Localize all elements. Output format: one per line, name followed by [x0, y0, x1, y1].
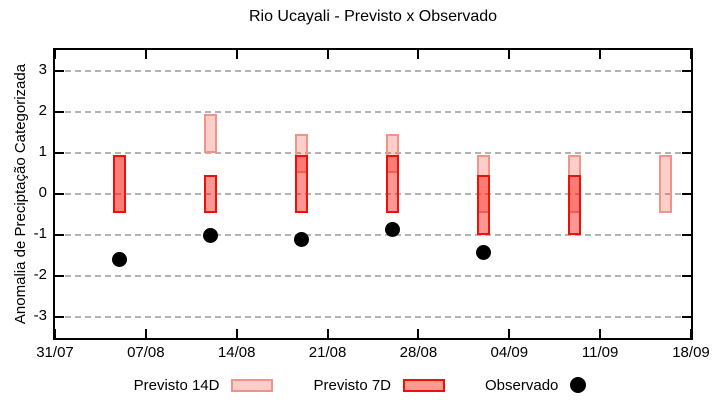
x-tick-label: 21/08	[308, 344, 347, 361]
y-tick-label: -2	[33, 266, 47, 284]
x-tick-mark-bottom	[417, 329, 420, 338]
x-tick-mark-bottom	[54, 329, 56, 338]
x-tick-mark-top	[54, 50, 56, 59]
forecast-7d-bar	[204, 175, 218, 213]
y-tick-mark-left	[55, 234, 64, 237]
y-tick-mark-right	[682, 275, 691, 278]
observed-point	[294, 231, 310, 247]
y-tick-label: 0	[38, 184, 47, 201]
observed-point	[112, 252, 128, 268]
gridline	[55, 193, 691, 195]
observed-point	[475, 245, 491, 261]
forecast-7d-bar	[476, 175, 490, 236]
gridline	[55, 69, 691, 72]
x-tick-label: 28/08	[399, 344, 438, 361]
y-tick-mark-left	[55, 275, 64, 278]
y-tick-label: 1	[38, 142, 47, 160]
y-tick-mark-right	[682, 69, 691, 72]
legend-label-previsto-7d: Previsto 7D	[313, 376, 392, 394]
forecast-7d-bar	[567, 175, 581, 236]
chart-title: Rio Ucayali - Previsto x Observado	[248, 8, 498, 25]
gridline	[55, 151, 691, 154]
y-tick-mark-left	[55, 316, 64, 319]
legend-label-observado: Observado	[485, 376, 559, 394]
forecast-14d-bar	[658, 154, 672, 213]
x-tick-label: 04/09	[490, 344, 529, 361]
y-tick-mark-left	[55, 110, 64, 113]
y-tick-mark-right	[682, 110, 691, 113]
forecast-14d-bar	[295, 134, 309, 174]
gridline	[55, 275, 691, 278]
x-tick-mark-top	[599, 50, 602, 59]
y-tick-mark-left	[55, 151, 64, 154]
x-tick-mark-top	[144, 50, 147, 59]
x-tick-mark-top	[326, 50, 329, 59]
y-tick-label: -1	[33, 225, 47, 243]
x-tick-mark-top	[417, 50, 420, 59]
y-tick-mark-right	[682, 316, 691, 319]
plot-area	[53, 48, 693, 340]
forecast-14d-bar	[385, 134, 399, 174]
y-tick-mark-right	[682, 234, 691, 237]
x-tick-mark-bottom	[326, 329, 329, 338]
x-tick-mark-top	[508, 50, 511, 59]
x-tick-mark-bottom	[235, 329, 238, 338]
legend: Previsto 14D Previsto 7D Observado	[0, 372, 720, 398]
gridline	[55, 234, 691, 237]
y-tick-mark-left	[55, 69, 64, 72]
legend-item-observado: Observado	[485, 376, 587, 394]
x-tick-label: 07/08	[127, 344, 165, 361]
y-tick-label: -3	[33, 307, 47, 325]
x-tick-label: 14/08	[217, 344, 256, 361]
x-tick-mark-top	[235, 50, 238, 59]
x-tick-mark-bottom	[690, 329, 692, 338]
observed-swatch-icon	[570, 377, 587, 393]
y-tick-label: 3	[38, 60, 47, 78]
x-tick-mark-bottom	[144, 329, 147, 338]
gridline	[55, 110, 691, 113]
observed-point	[384, 222, 400, 238]
x-tick-label: 18/09	[672, 344, 710, 361]
x-tick-label: 11/09	[581, 344, 619, 361]
x-tick-mark-bottom	[508, 329, 511, 338]
y-tick-label: 2	[38, 101, 47, 119]
forecast-7d-bar	[295, 154, 309, 213]
forecast-14d-swatch-icon	[231, 378, 274, 392]
forecast-7d-bar	[385, 154, 399, 213]
y-tick-mark-right	[682, 193, 691, 195]
gridline	[55, 316, 691, 319]
y-tick-mark-left	[55, 193, 64, 195]
observed-point	[203, 227, 219, 243]
x-tick-label: 31/07	[36, 344, 74, 361]
forecast-7d-swatch-icon	[403, 378, 446, 392]
forecast-14d-bar	[204, 113, 218, 153]
legend-item-previsto-14d: Previsto 14D	[134, 377, 274, 394]
x-tick-mark-bottom	[599, 329, 602, 338]
legend-item-previsto-7d: Previsto 7D	[313, 376, 446, 394]
x-tick-mark-top	[690, 50, 692, 59]
forecast-7d-bar	[113, 154, 127, 213]
legend-label-previsto-14d: Previsto 14D	[133, 376, 220, 394]
y-tick-mark-right	[682, 151, 691, 154]
